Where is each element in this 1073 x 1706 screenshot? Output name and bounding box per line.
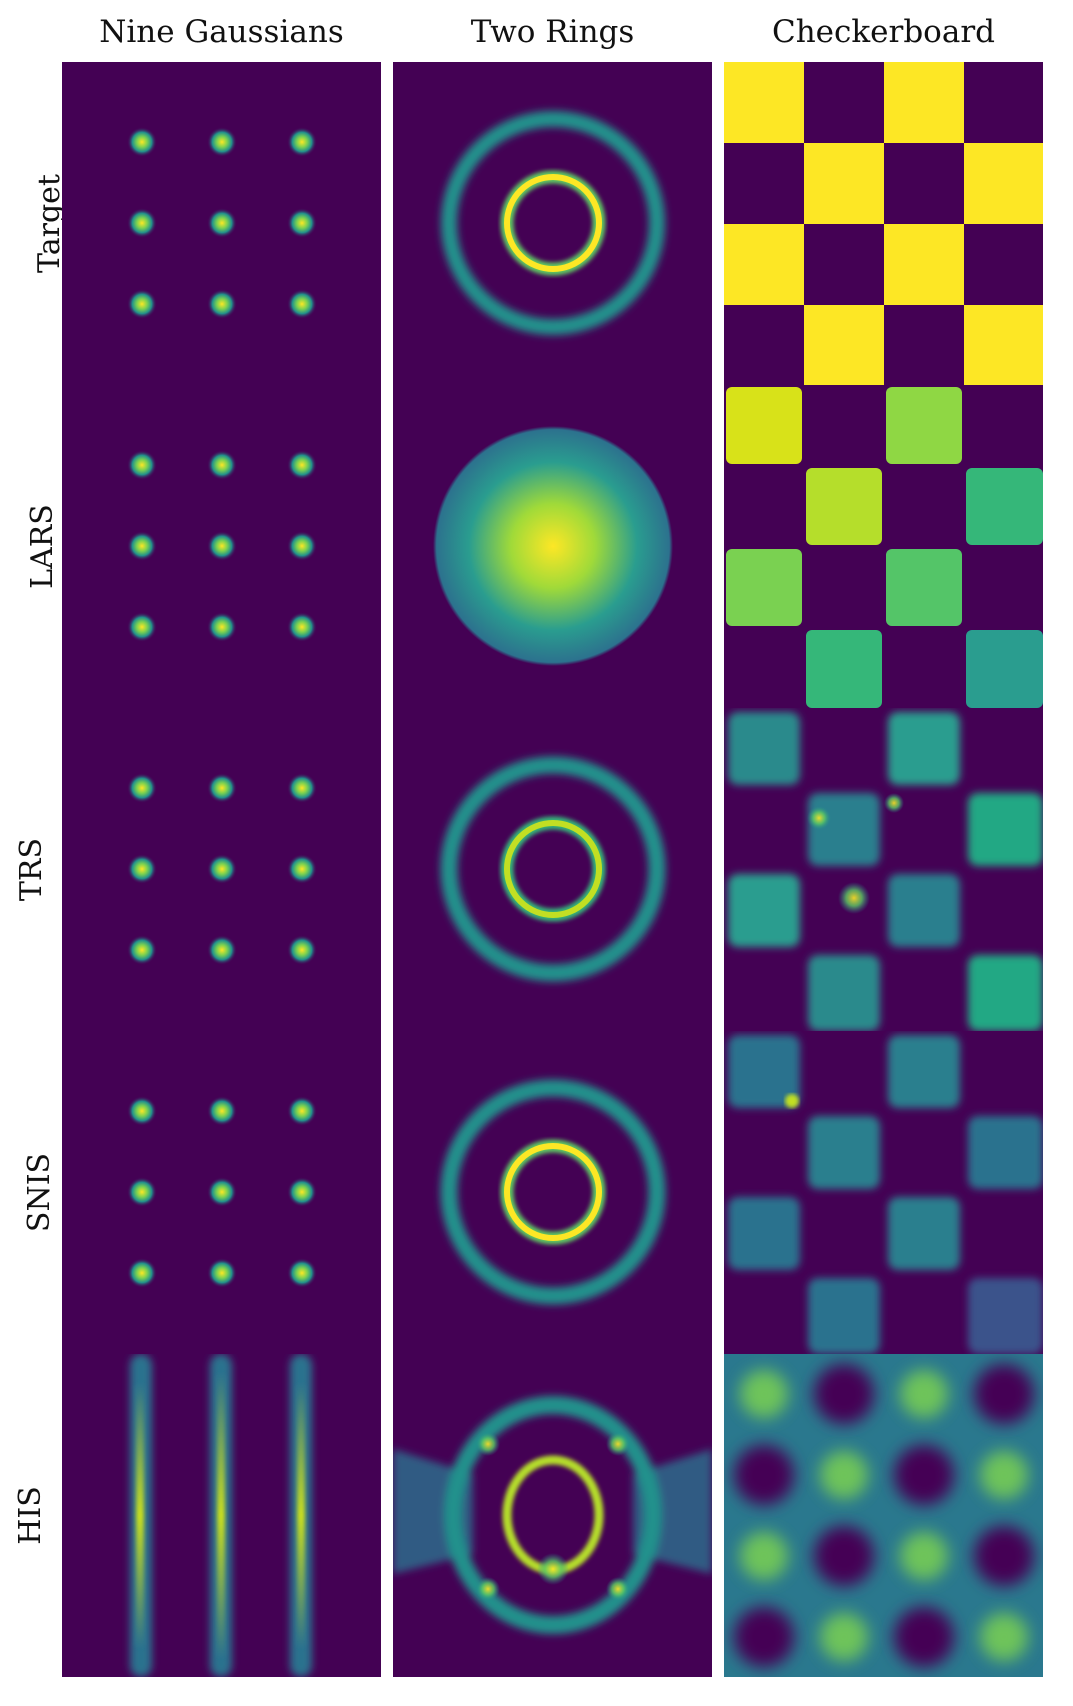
row-label-snis: SNIS — [22, 1152, 58, 1233]
panel-trs-two-rings — [393, 708, 712, 1031]
checkerboard-plot — [728, 712, 1043, 1031]
checkerboard-plot — [724, 1354, 1043, 1677]
panel-his-nine-gaussians — [62, 1354, 381, 1677]
panel-lars-nine-gaussians — [62, 385, 381, 708]
panel-trs-checkerboard — [724, 708, 1043, 1031]
nine-gaussians-plot — [127, 773, 317, 965]
nine-gaussians-plot — [130, 1354, 312, 1677]
checkerboard-plot — [726, 387, 1043, 708]
two-rings-plot — [440, 756, 666, 982]
column-title-two-rings: Two Rings — [470, 14, 635, 50]
two-rings-plot — [393, 1396, 712, 1634]
nine-gaussians-plot — [127, 450, 317, 642]
panel-snis-nine-gaussians — [62, 1031, 381, 1354]
column-title-nine-gaussians: Nine Gaussians — [99, 14, 344, 50]
two-rings-plot — [440, 1079, 666, 1305]
row-label-lars: LARS — [24, 504, 60, 589]
nine-gaussians-plot — [127, 127, 317, 319]
panel-his-two-rings — [393, 1354, 712, 1677]
panel-lars-two-rings — [393, 385, 712, 708]
column-title-checkerboard: Checkerboard — [772, 14, 995, 50]
checkerboard-plot — [724, 62, 1043, 385]
panel-trs-nine-gaussians — [62, 708, 381, 1031]
two-rings-plot — [441, 111, 665, 335]
panel-target-checkerboard — [724, 62, 1043, 385]
row-label-his: HIS — [12, 1486, 48, 1545]
row-label-trs: TRS — [14, 837, 50, 902]
panel-target-two-rings — [393, 62, 712, 385]
panel-lars-checkerboard — [724, 385, 1043, 708]
panel-snis-two-rings — [393, 1031, 712, 1354]
two-rings-plot — [433, 426, 673, 666]
panel-target-nine-gaussians — [62, 62, 381, 385]
row-label-target: Target — [31, 174, 67, 273]
panel-snis-checkerboard — [724, 1031, 1043, 1354]
panel-his-checkerboard — [724, 1354, 1043, 1677]
checkerboard-plot — [728, 1035, 1043, 1354]
nine-gaussians-plot — [127, 1096, 317, 1288]
